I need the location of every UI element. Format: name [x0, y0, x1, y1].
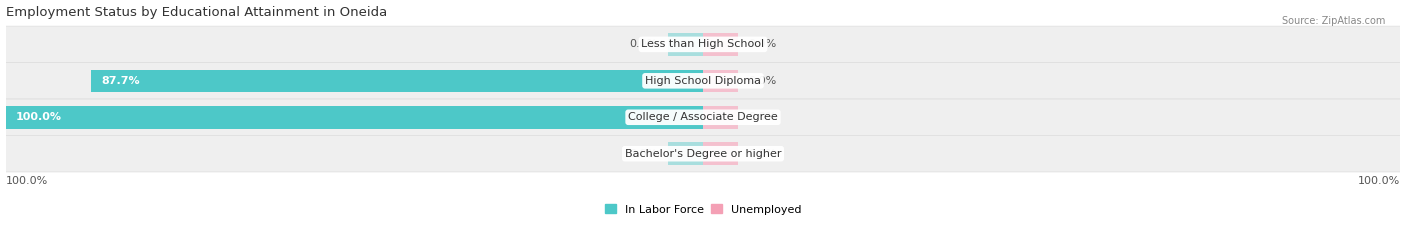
FancyBboxPatch shape: [6, 26, 1400, 63]
Text: 100.0%: 100.0%: [1358, 176, 1400, 186]
Bar: [668, 142, 703, 165]
Text: Bachelor's Degree or higher: Bachelor's Degree or higher: [624, 149, 782, 159]
Text: 0.0%: 0.0%: [630, 149, 658, 159]
Text: 0.0%: 0.0%: [630, 39, 658, 49]
Bar: [703, 33, 738, 56]
FancyBboxPatch shape: [6, 99, 1400, 136]
Text: 0.0%: 0.0%: [748, 76, 776, 86]
FancyBboxPatch shape: [6, 136, 1400, 172]
Bar: [6, 106, 703, 129]
Bar: [703, 106, 738, 129]
Text: 0.0%: 0.0%: [748, 39, 776, 49]
Text: 100.0%: 100.0%: [6, 176, 48, 186]
Text: Source: ZipAtlas.com: Source: ZipAtlas.com: [1281, 16, 1385, 26]
Text: College / Associate Degree: College / Associate Degree: [628, 112, 778, 122]
Text: 0.0%: 0.0%: [748, 112, 776, 122]
Text: Employment Status by Educational Attainment in Oneida: Employment Status by Educational Attainm…: [6, 6, 387, 19]
FancyBboxPatch shape: [6, 63, 1400, 99]
Bar: [703, 69, 738, 92]
Text: 87.7%: 87.7%: [101, 76, 141, 86]
Text: Less than High School: Less than High School: [641, 39, 765, 49]
Bar: [91, 69, 703, 92]
Text: High School Diploma: High School Diploma: [645, 76, 761, 86]
Bar: [668, 33, 703, 56]
Text: 100.0%: 100.0%: [15, 112, 62, 122]
Bar: [703, 142, 738, 165]
Legend: In Labor Force, Unemployed: In Labor Force, Unemployed: [600, 200, 806, 219]
Text: 0.0%: 0.0%: [748, 149, 776, 159]
